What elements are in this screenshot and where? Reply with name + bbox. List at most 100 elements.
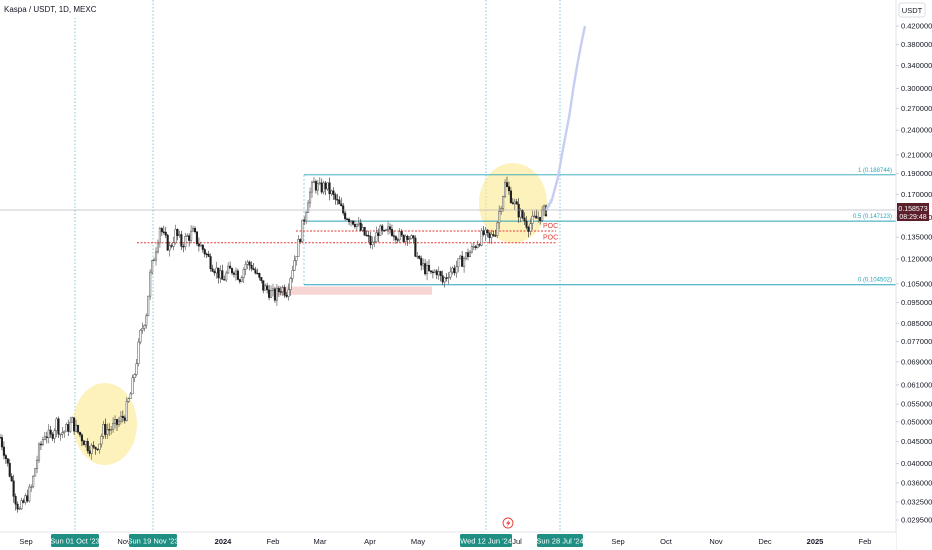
candle-body — [494, 235, 497, 237]
candle-body — [283, 287, 286, 296]
candle-body — [250, 264, 253, 269]
candle-body — [71, 417, 74, 423]
candle-body — [277, 288, 280, 292]
candle-body — [18, 508, 21, 510]
candle-body — [232, 272, 236, 275]
candle-body — [504, 182, 507, 197]
candle-body — [12, 480, 15, 497]
y-tick-label-19: 0.050000 — [901, 417, 932, 426]
candle-body — [521, 210, 524, 219]
candle-body — [488, 232, 491, 238]
candle-body — [37, 443, 41, 461]
y-tick-label-5: 0.240000 — [901, 126, 932, 135]
fib-retracement[interactable]: 1 (0.188744) 0.5 (0.147123) 0 (0.104502) — [303, 168, 896, 286]
candle-body — [4, 455, 7, 459]
price-axis-bg[interactable] — [896, 0, 932, 550]
candle-body — [145, 315, 148, 326]
candle-body — [279, 291, 282, 293]
candle-body — [492, 234, 495, 236]
candle-body — [156, 242, 159, 253]
candle-body — [26, 495, 29, 502]
candle-body — [541, 209, 544, 221]
candle-body — [309, 191, 312, 204]
candle-body — [435, 270, 438, 276]
candle-body — [371, 242, 374, 245]
candle-body — [28, 486, 31, 502]
candle-body — [16, 503, 19, 510]
currency-button[interactable] — [898, 2, 926, 18]
candle-body — [318, 182, 321, 185]
symbol-header[interactable]: Kaspa / USDT, 1D, MEXC — [4, 5, 97, 14]
candle-body — [474, 246, 477, 248]
candle-body — [498, 211, 501, 224]
candle-body — [472, 246, 475, 248]
candle-body — [180, 234, 183, 247]
candle-body — [502, 196, 505, 209]
candle-body — [310, 182, 314, 193]
candle-body — [264, 285, 267, 291]
candle-body — [193, 228, 197, 232]
candle-body — [139, 329, 142, 343]
time-axis-ticks: Sep Nov 2024 Feb Mar Apr May Jul Sep Oct Nov Dec 202… — [19, 537, 871, 546]
date-tag-3[interactable] — [537, 534, 583, 547]
y-tick-label-1: 0.380000 — [901, 40, 932, 49]
candle-body — [537, 216, 540, 219]
time-axis-bg[interactable] — [0, 532, 896, 550]
candle-body — [509, 190, 512, 203]
poc-lines[interactable]: POC POC — [137, 223, 558, 244]
candle-body — [84, 441, 87, 446]
candle-body — [73, 417, 76, 432]
candle-body — [149, 271, 152, 297]
candle-body — [367, 235, 370, 237]
candle-body — [104, 423, 107, 435]
date-tag-0[interactable] — [51, 534, 99, 547]
candle-body — [96, 448, 99, 451]
candle-body — [0, 437, 3, 448]
candle-body — [0, 437, 2, 439]
candle-body — [147, 295, 150, 317]
candle-body — [268, 289, 271, 298]
date-tag-2[interactable] — [460, 534, 512, 547]
candle-body — [429, 270, 432, 273]
y-tick-label-3: 0.300000 — [901, 84, 932, 93]
candle-body — [270, 290, 273, 298]
time-axis-tags: Sun 01 Oct '23 Sun 19 Nov '23 Wed 12 Jun '… — [50, 534, 584, 547]
candle-body — [174, 229, 177, 243]
candle-body — [361, 227, 364, 231]
candle-body — [486, 229, 489, 233]
candle-body — [207, 253, 210, 257]
candle-body — [275, 288, 278, 301]
candle-body — [197, 243, 200, 247]
candle-body — [254, 269, 257, 274]
candle-body — [51, 433, 54, 439]
candle-body — [363, 227, 366, 236]
candle-body — [418, 255, 421, 259]
candle-body — [92, 445, 95, 448]
candle-body — [90, 445, 93, 454]
candle-body — [307, 202, 310, 213]
candle-body — [478, 244, 481, 246]
date-tag-1[interactable] — [129, 534, 177, 547]
candle-body — [108, 429, 111, 431]
candle-body — [351, 220, 354, 225]
candle-body — [375, 232, 378, 243]
candle-body — [57, 418, 60, 435]
candles-layer — [0, 176, 548, 513]
candle-body — [76, 424, 80, 433]
candle-body — [55, 418, 58, 432]
candle-body — [125, 401, 128, 421]
candle-body — [219, 270, 222, 279]
candle-body — [295, 256, 298, 261]
candle-body — [291, 270, 294, 279]
candle-body — [133, 374, 136, 379]
candle-body — [43, 436, 46, 440]
candle-body — [223, 279, 226, 281]
lightning-icon[interactable] — [502, 517, 514, 529]
candle-body — [400, 231, 403, 236]
demand-zone[interactable] — [276, 286, 432, 295]
candle-body — [246, 261, 249, 265]
candle-body — [353, 224, 356, 227]
candle-body — [24, 495, 27, 503]
